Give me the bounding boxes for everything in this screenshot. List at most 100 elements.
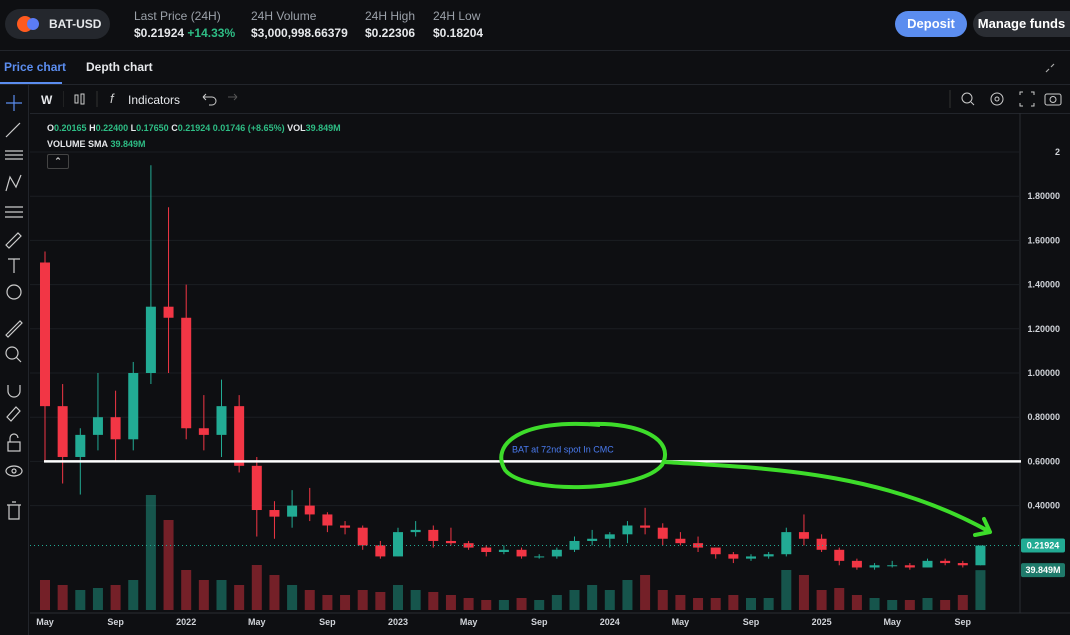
x-tick-label: 2022 [176, 617, 196, 627]
candle-body [110, 417, 121, 440]
volume-box [1021, 563, 1065, 578]
volume-bar [340, 595, 351, 610]
tab[interactable]: Price chart [4, 60, 67, 74]
candle-body [604, 534, 615, 539]
volume-bar [393, 585, 403, 610]
volume-bar [516, 598, 527, 610]
volume-bar [410, 590, 421, 610]
candle-body [834, 549, 845, 561]
candle-body [710, 547, 721, 555]
candle-body [40, 262, 50, 407]
candle-body [534, 556, 545, 558]
volume-bar [481, 600, 492, 610]
volume-bar [216, 580, 227, 610]
change: +14.33% [187, 26, 236, 40]
volume-bar [445, 595, 456, 610]
last-price-box [1021, 538, 1065, 553]
ohlc-value: 0.20165 [54, 123, 87, 133]
candle-body [287, 505, 298, 517]
candle-body [234, 406, 245, 466]
volume-bar [675, 595, 686, 610]
deposit-button[interactable]: Deposit [895, 11, 967, 37]
x-tick-label: 2024 [600, 617, 620, 627]
volume-bar [728, 595, 739, 610]
candle-body [887, 565, 898, 567]
candle-body [269, 510, 280, 517]
stat: Last Price (24H) $0.21924 +14.33% [134, 9, 235, 40]
manage-funds-button[interactable]: Manage funds [973, 11, 1070, 37]
volume-bar [40, 580, 50, 610]
volume-bar [181, 570, 192, 610]
ohlc-key: C [171, 123, 178, 133]
candle-body [763, 554, 774, 557]
ohlc-key: H [89, 123, 96, 133]
y-tick-label: 1.20000 [1027, 324, 1060, 334]
symbol-selector[interactable]: BAT-USD [5, 9, 110, 39]
stat-value: $0.21924 +14.33% [134, 26, 235, 40]
y-tick-label: 1.00000 [1027, 368, 1060, 378]
candle-body [675, 538, 686, 544]
stat-label: 24H Low [433, 9, 481, 23]
y-tick-label: 0.80000 [1027, 412, 1060, 422]
vol-value: 39.849M [305, 123, 341, 133]
volume-bar [957, 595, 968, 610]
x-tick-label: Sep [531, 617, 548, 627]
interval[interactable]: W [41, 93, 53, 107]
ohlc-key: L [130, 123, 137, 133]
ohlc-value: 0.17650 [136, 123, 169, 133]
drawing-toolbar [0, 85, 29, 635]
candle-body [357, 527, 368, 546]
volume-bar [234, 585, 245, 610]
tool-icons [5, 95, 23, 520]
volume-label: 39.849M [1025, 565, 1060, 575]
volume-bar [569, 590, 580, 610]
volume-bar [92, 588, 103, 610]
sma-value: 39.849M [110, 139, 146, 149]
volume-bar [375, 592, 386, 610]
candle-body [975, 545, 986, 566]
volume-bar [534, 600, 545, 610]
candle-body [393, 532, 403, 557]
x-tick-label: Sep [319, 617, 336, 627]
y-tick-label: 1.40000 [1027, 280, 1060, 290]
volume-bar [251, 565, 262, 610]
stat: 24H Volume $3,000,998.66379 [251, 9, 348, 40]
candle-body [640, 525, 651, 528]
candle-body [551, 549, 562, 557]
volume-bar [887, 600, 898, 610]
volume-bar [710, 598, 721, 610]
x-tick-label: May [672, 617, 690, 627]
candle-body [428, 529, 439, 541]
volume-bar [287, 585, 298, 610]
price: $0.21924 [134, 26, 185, 40]
candle-body [781, 532, 792, 555]
volume-bar [604, 590, 615, 610]
volume-bar [904, 600, 915, 610]
y-tick-label: 0.40000 [1027, 501, 1060, 511]
annotation-text: BAT at 72nd spot In CMC [512, 444, 614, 454]
candle-body [198, 428, 209, 435]
candle-body [145, 306, 156, 373]
y-tick-label: 0.60000 [1027, 456, 1060, 466]
stat-value: $3,000,998.66379 [251, 26, 348, 40]
candle-body [746, 556, 756, 559]
icon [27, 18, 39, 30]
volume-bar [975, 570, 986, 610]
stat: 24H Low $0.18204 [433, 9, 483, 40]
candle-body [657, 527, 668, 539]
stat-value: $0.18204 [433, 26, 484, 40]
collapse-icon[interactable] [1044, 62, 1056, 74]
volume-bar [693, 598, 704, 610]
collapse-legend[interactable]: ⌃ [47, 154, 69, 169]
candle-body [340, 525, 351, 528]
x-tick-label: 2023 [388, 617, 408, 627]
stat-label: Last Price (24H) [134, 9, 221, 23]
stat-label: 24H Volume [251, 9, 317, 23]
x-tick-label: Sep [107, 617, 124, 627]
candle-body [92, 417, 103, 435]
indicators-button[interactable]: Indicators [128, 93, 181, 107]
last-price-label: 0.21924 [1027, 541, 1060, 551]
tab[interactable]: Depth chart [86, 60, 153, 74]
volume-bar [816, 590, 827, 610]
